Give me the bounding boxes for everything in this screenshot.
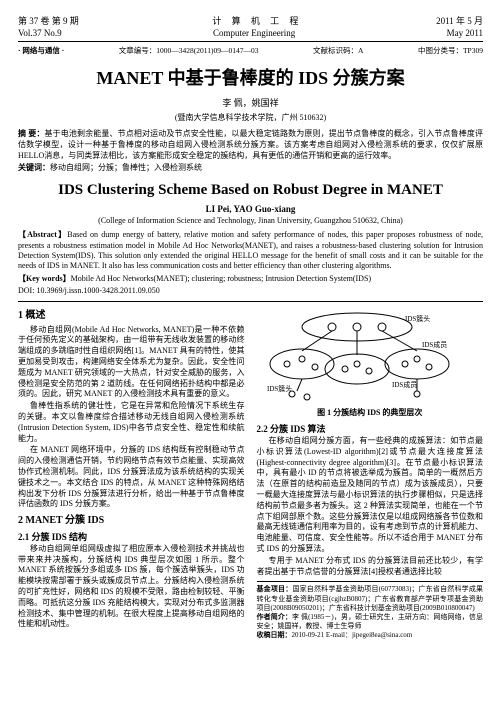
vol-issue-cn: 第 37 卷 第 9 期 xyxy=(18,14,79,27)
p22a: 在移动自组网分簇方面，有一些经典的成簇算法：如节点最小标识算法(Lowest-I… xyxy=(257,436,484,555)
journal-en: Computer Engineering xyxy=(213,28,295,38)
left-column: 1 概述 移动自组网(Mobile Ad Hoc Networks, MANET… xyxy=(18,305,245,640)
received-label: 收稿日期： xyxy=(257,631,292,639)
date-en: May 2011 xyxy=(447,28,483,38)
sub22: 2.2 分簇 IDS 算法 xyxy=(257,423,484,435)
article-id: 文章编号：1000—3428(2011)09—0147—03 xyxy=(119,45,259,56)
p3: 在 MANET 网络环境中，分簇的 IDS 结构既有控制稳动节点间的入侵检测通信… xyxy=(18,445,245,510)
figure-1: IDS簇头 IDS成员 IDS簇头 xyxy=(257,309,484,404)
abstract-en: 【Abstract】Based on dump energy of batter… xyxy=(18,230,483,272)
keywords-en: 【Key words】Mobile Ad Hoc Networks(MANET)… xyxy=(18,274,483,284)
header-row-1: 第 37 卷 第 9 期 计 算 机 工 程 2011 年 5 月 xyxy=(18,14,483,27)
fund-label: 基金项目： xyxy=(257,585,293,593)
p2: 鲁棒性指系统的健壮性，它是在异常和危险情况下系统生存的关键。本文以鲁棒度综合描述… xyxy=(18,401,245,444)
class-code: 中图分类号：TP309 xyxy=(418,45,483,56)
fig-label-3: IDS簇头 xyxy=(267,384,292,393)
right-column: IDS簇头 IDS成员 IDS簇头 xyxy=(257,305,484,640)
footer-received: 收稿日期：2010-09-21 E-mail：jipegei8ea@sina.c… xyxy=(257,631,484,640)
authors-cn: 李 佩，姚国祥 xyxy=(18,96,483,109)
footer-author: 作者简介：李 佩(1985－)，男，硕士研究生，主研方向：网络网络，信息安全；姚… xyxy=(257,613,484,631)
fig-label-1: IDS簇头 xyxy=(405,314,430,323)
keywords-cn: 关键词：移动自组网；分簇；鲁棒性；入侵检测系统 xyxy=(18,163,483,174)
header-row-2: Vol.37 No.9 Computer Engineering May 201… xyxy=(18,28,483,38)
affil-cn: (暨南大学信息科学技术学院，广州 510632) xyxy=(18,112,483,123)
p1: 移动自组网(Mobile Ad Hoc Networks, MANET)是一种不… xyxy=(18,325,245,401)
sub21: 2.1 分簇 IDS 结构 xyxy=(18,531,245,543)
p22b: 专用于 MANET 分布式 IDS 的分簇算法目前还比较少，有学者提出基于节点信… xyxy=(257,556,484,578)
separator xyxy=(18,41,483,42)
footer-separator xyxy=(257,581,484,582)
author-label: 作者简介： xyxy=(257,613,293,621)
abstract-cn: 摘 要：基于电池剩余能量、节点相对运动及节点安全性能，以最大稳定链路数为原则，提… xyxy=(18,129,483,161)
fig1-caption: 图 1 分簇结构 IDS 的典型层次 xyxy=(257,408,484,419)
authors-en: LI Pei, YAO Guo-xiang xyxy=(18,204,483,214)
title-en: IDS Clustering Scheme Based on Robust De… xyxy=(18,182,483,199)
p21a: 移动自组网单组网级虚拟了相应原本入侵检测技术并挑战也带来来并决簇构，分簇结构 I… xyxy=(18,544,245,630)
fig-label-4: IDS成员 xyxy=(422,340,447,349)
sec1-title: 1 概述 xyxy=(18,309,245,323)
separator-mid xyxy=(18,301,483,302)
vol-issue-en: Vol.37 No.9 xyxy=(18,28,62,38)
sec2-title: 2 MANET 分簇 IDS xyxy=(18,514,245,528)
figure-1-svg: IDS簇头 IDS成员 IDS簇头 xyxy=(257,309,457,404)
footer-fund: 基金项目：国家自然科学基金资助项目(60773083)；广东省自然科学成果转化专… xyxy=(257,585,484,612)
doi: DOI: 10.3969/j.issn.1000-3428.2011.09.05… xyxy=(18,286,483,295)
affil-en: (College of Information Science and Tech… xyxy=(18,216,483,225)
fig-label-2: IDS成员 xyxy=(392,380,417,389)
meta-row: · 网络与通信 · 文章编号：1000—3428(2011)09—0147—03… xyxy=(18,45,483,56)
title-cn: MANET 中基于鲁棒度的 IDS 分簇方案 xyxy=(18,64,483,90)
doc-code: 文献标识码：A xyxy=(313,45,363,56)
section-tag: · 网络与通信 · xyxy=(18,45,64,56)
journal-cn: 计 算 机 工 程 xyxy=(212,14,302,27)
date-cn: 2011 年 5 月 xyxy=(436,14,483,27)
body-columns: 1 概述 移动自组网(Mobile Ad Hoc Networks, MANET… xyxy=(18,305,483,640)
